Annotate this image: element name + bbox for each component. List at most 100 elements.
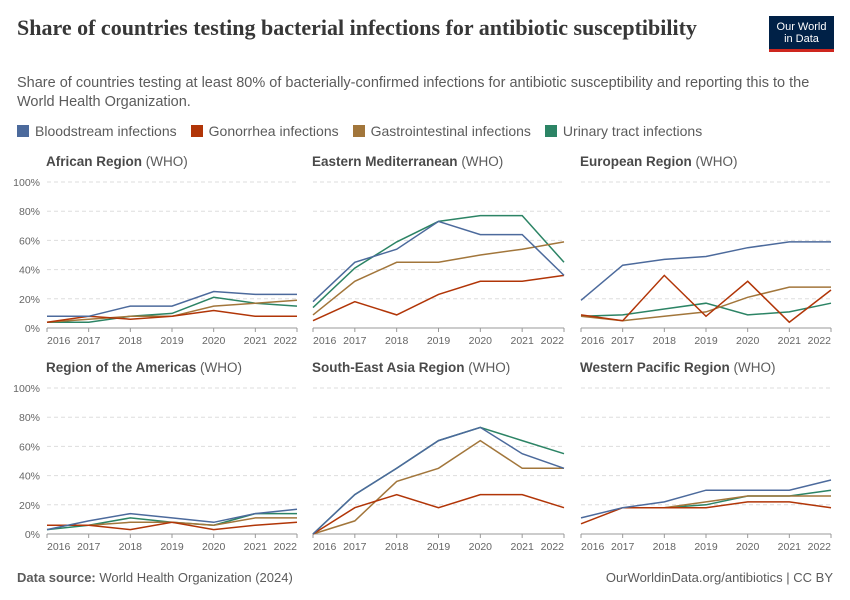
series-line-bloodstream [46, 508, 298, 531]
panel-title: Western Pacific Region (WHO) [580, 360, 776, 375]
y-tick-label: 20% [19, 500, 40, 512]
x-tick-label: 2016 [581, 541, 605, 553]
y-tick-label: 60% [19, 235, 40, 247]
legend-label: Gonorrhea infections [208, 123, 339, 139]
legend-item-bloodstream[interactable]: Bloodstream infections [17, 123, 177, 139]
x-tick-label: 2018 [119, 335, 143, 347]
x-tick-label: 2021 [778, 335, 802, 347]
x-tick-label: 2017 [611, 335, 635, 347]
x-tick-label: 2022 [274, 335, 298, 347]
panel-region-of-the-americas: Region of the Americas (WHO) 0% 20% 40% 60% 8… [13, 360, 298, 553]
panel-african-region: African Region (WHO) 0% 20% 40% 60% 80% 100% 20… [13, 154, 298, 347]
legend-label: Urinary tract infections [562, 123, 703, 139]
series-line-bloodstream [580, 241, 831, 301]
x-tick-label: 2016 [581, 335, 605, 347]
x-tick-label: 2021 [778, 541, 802, 553]
legend-item-gastrointestinal[interactable]: Gastrointestinal infections [352, 123, 531, 139]
x-tick-label: 2018 [385, 335, 409, 347]
legend-swatch [190, 125, 203, 137]
legend-swatch [352, 125, 365, 137]
panel-european-region: European Region (WHO) 2016 2017 2018 2019 202… [580, 154, 832, 347]
series-line-bloodstream [312, 220, 565, 303]
x-tick-label: 2022 [541, 541, 565, 553]
x-tick-label: 2019 [160, 335, 184, 347]
x-tick-label: 2016 [47, 541, 71, 553]
series-line-bloodstream [47, 290, 297, 318]
y-tick-label: 0% [25, 529, 40, 541]
x-tick-label: 2016 [47, 335, 71, 347]
x-tick-label: 2018 [385, 541, 409, 553]
x-tick-label: 2020 [469, 335, 493, 347]
panel-title: South-East Asia Region (WHO) [312, 360, 510, 375]
y-tick-label: 20% [19, 294, 40, 306]
footer-url[interactable]: OurWorldinData.org/antibiotics | CC BY [605, 570, 833, 585]
series-line-gastrointestinal [46, 299, 298, 323]
x-tick-label: 2021 [510, 335, 534, 347]
chart-title: Share of countries testing bacterial inf… [17, 15, 697, 40]
panel-south-east-asia-region: South-East Asia Region (WHO) 2016 2017 2018… [312, 360, 565, 553]
y-tick-label: 40% [19, 265, 40, 277]
x-tick-label: 2021 [244, 335, 268, 347]
owid-logo[interactable]: Our World in Data [769, 16, 834, 52]
x-tick-label: 2022 [808, 541, 832, 553]
x-tick-label: 2018 [119, 541, 143, 553]
x-tick-label: 2021 [244, 541, 268, 553]
panel-title: European Region (WHO) [580, 154, 738, 169]
panel-title: Region of the Americas (WHO) [46, 360, 242, 375]
x-tick-label: 2020 [202, 541, 226, 553]
series-line-bloodstream [580, 479, 832, 519]
series-line-bloodstream [312, 426, 565, 535]
series-line-gonorrhea [580, 274, 832, 324]
x-tick-label: 2019 [160, 541, 184, 553]
y-tick-label: 60% [19, 441, 40, 453]
panel-eastern-mediterranean: Eastern Mediterranean (WHO) 2016 2017 2018 2… [312, 154, 565, 347]
x-tick-label: 2019 [694, 541, 718, 553]
logo-line2: in Data [784, 32, 819, 45]
y-tick-label: 100% [13, 383, 40, 395]
data-source: Data source: World Health Organization (… [17, 570, 293, 585]
x-tick-label: 2017 [77, 335, 101, 347]
source-label: Data source: [17, 570, 96, 585]
y-tick-label: 80% [19, 412, 40, 424]
series-line-urinary [312, 426, 565, 535]
series-line-gonorrhea [47, 521, 298, 531]
x-tick-label: 2019 [427, 335, 451, 347]
x-tick-label: 2022 [808, 335, 832, 347]
panel-title: Eastern Mediterranean (WHO) [312, 154, 503, 169]
y-tick-label: 40% [19, 471, 40, 483]
x-tick-label: 2022 [541, 335, 565, 347]
series-line-gastrointestinal [312, 241, 565, 316]
x-tick-label: 2020 [469, 541, 493, 553]
legend-item-urinary[interactable]: Urinary tract infections [544, 123, 703, 139]
x-tick-label: 2017 [611, 541, 635, 553]
y-tick-label: 80% [19, 206, 40, 218]
x-tick-label: 2020 [736, 541, 760, 553]
legend: Bloodstream infections Gonorrhea infecti… [17, 123, 702, 139]
y-tick-label: 100% [13, 177, 40, 189]
panel-western-pacific-region: Western Pacific Region (WHO) 2016 2017 2018… [580, 360, 832, 553]
x-tick-label: 2017 [343, 541, 367, 553]
x-tick-label: 2016 [313, 541, 337, 553]
legend-swatch [544, 125, 557, 137]
x-tick-label: 2018 [653, 541, 677, 553]
series-line-gastrointestinal [312, 439, 564, 535]
series-line-urinary [47, 296, 298, 323]
x-tick-label: 2017 [77, 541, 101, 553]
x-tick-label: 2020 [202, 335, 226, 347]
x-tick-label: 2019 [427, 541, 451, 553]
series-line-gonorrhea [312, 493, 565, 535]
source-text: World Health Organization (2024) [99, 570, 293, 585]
series-line-gonorrhea [312, 274, 565, 322]
panel-title: African Region (WHO) [46, 154, 188, 169]
legend-item-gonorrhea[interactable]: Gonorrhea infections [190, 123, 339, 139]
series-line-gastrointestinal [622, 495, 831, 509]
x-tick-label: 2021 [510, 541, 534, 553]
legend-swatch [17, 125, 29, 137]
x-tick-label: 2018 [653, 335, 677, 347]
x-tick-label: 2017 [343, 335, 367, 347]
x-tick-label: 2019 [694, 335, 718, 347]
logo-line1: Our World [776, 20, 827, 33]
x-tick-label: 2022 [274, 541, 298, 553]
